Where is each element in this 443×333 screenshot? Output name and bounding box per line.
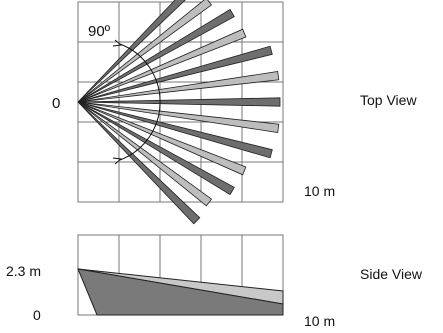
angle-arrow-bottom	[112, 157, 123, 165]
detection-beam-13	[77, 101, 201, 225]
side-height-label: 2.3 m	[6, 263, 41, 279]
detection-beam-9	[77, 101, 273, 159]
top-view-label: Top View	[360, 92, 417, 108]
top-range-label: 10 m	[304, 183, 335, 199]
detection-beam-2	[77, 0, 213, 103]
top-view: 90º 0 10 m Top View	[52, 0, 417, 225]
side-beam-lower	[77, 268, 284, 316]
detection-beam-1	[77, 0, 186, 103]
detection-beam-6	[77, 71, 280, 103]
beam-fan	[77, 0, 281, 225]
top-origin-label: 0	[52, 95, 60, 112]
detection-beam-8	[77, 101, 280, 133]
angle-arc	[119, 43, 161, 161]
detection-beam-4	[77, 28, 247, 103]
detection-beam-7	[77, 97, 281, 107]
detection-beam-12	[77, 101, 213, 207]
side-origin-label: 0	[33, 307, 41, 323]
detection-beam-10	[77, 101, 247, 176]
detection-beam-3	[77, 8, 235, 103]
detection-beam-5	[77, 45, 273, 103]
side-view-label: Side View	[360, 266, 423, 282]
side-view: 2.3 m 0 10 m Side View	[6, 234, 423, 329]
detection-beam-11	[77, 101, 235, 196]
angle-indicator	[112, 39, 161, 165]
angle-arrow-top	[112, 39, 123, 47]
side-range-label: 10 m	[304, 313, 335, 328]
angle-label: 90º	[88, 23, 111, 40]
